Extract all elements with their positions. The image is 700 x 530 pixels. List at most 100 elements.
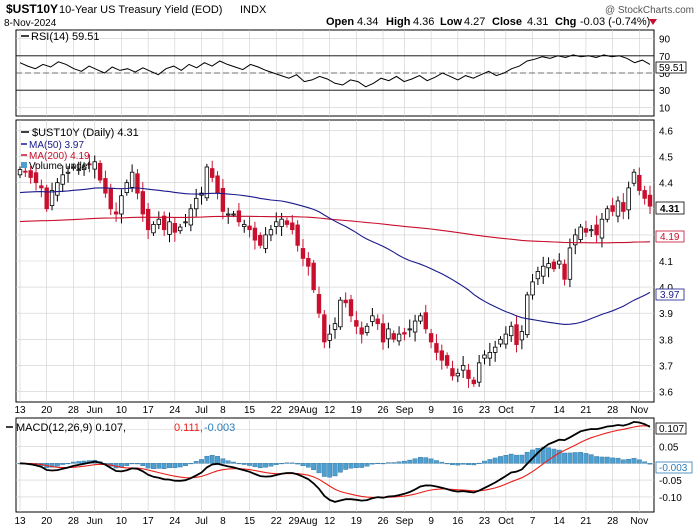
macd-histogram-bar — [241, 463, 247, 465]
candle-body — [567, 247, 573, 280]
hist-last-tag-box — [655, 461, 693, 474]
macd-histogram-bar — [124, 463, 130, 466]
macd-histogram-bar — [594, 456, 600, 464]
macd-last-tag: 0.107 — [655, 422, 687, 435]
price-x-tick-label: 29Aug — [289, 405, 318, 416]
candle-body — [546, 263, 551, 269]
price-y-tick-label: 3.7 — [659, 361, 673, 372]
macd-histogram-bar — [572, 452, 578, 464]
price-y-tick-label: 4.6 — [659, 126, 673, 137]
rsi-y-tick-label: 90 — [659, 35, 671, 46]
ma50-legend-text: MA(50) 3.97 — [29, 140, 84, 151]
open-label: Open — [326, 16, 354, 28]
macd-histogram-bar — [604, 456, 610, 464]
macd-signal-line — [19, 425, 651, 498]
candle-body — [124, 182, 129, 193]
macd-histogram-bar — [412, 458, 418, 464]
macd-x-tick-label: 28 — [68, 516, 80, 527]
candle-body — [519, 331, 525, 341]
macd-histogram-bar — [466, 463, 471, 465]
chart-date: 8-Nov-2024 — [4, 18, 57, 29]
signal-legend-text: 0.111, — [174, 422, 203, 434]
candle-body — [242, 224, 247, 227]
macd-histogram-bar — [257, 463, 263, 469]
macd-x-tick-label: 23 — [479, 516, 491, 527]
close-last-tag-text: 4.31 — [660, 204, 680, 215]
candle-body — [418, 315, 423, 322]
macd-x-tick-label: Sep — [396, 516, 414, 527]
candle-body — [135, 173, 140, 194]
candle-body — [284, 220, 290, 225]
rsi-y-tick-label: 50 — [659, 69, 671, 80]
candle-body — [279, 218, 284, 227]
rsi-y-tick-label: 70 — [659, 52, 671, 63]
chg-label: Chg — [555, 16, 576, 28]
candle-body — [541, 265, 546, 277]
macd-histogram-bar — [140, 463, 146, 467]
candle-body — [129, 171, 135, 188]
price-x-tick-label: 23 — [479, 405, 491, 416]
macd-histogram-bar — [209, 455, 215, 464]
ma50-line — [19, 187, 651, 325]
macd-histogram-bar — [337, 463, 343, 473]
price-x-tick-label: Jun — [87, 405, 103, 416]
macd-histogram-bar — [385, 462, 391, 464]
macd-histogram-bar — [492, 457, 498, 464]
macd-x-tick-label: Jun — [87, 516, 103, 527]
macd-histogram-bar — [508, 453, 514, 464]
candle-body — [17, 169, 23, 176]
macd-histogram-bar — [332, 463, 338, 477]
macd-histogram-bar — [620, 459, 626, 464]
candle-body — [503, 333, 509, 345]
macd-histogram-bar — [434, 460, 439, 464]
price-y-tick-label: 4.5 — [659, 153, 673, 164]
price-legend-text: $UST10Y (Daily) 4.31 — [32, 127, 139, 139]
macd-histogram-bar — [199, 459, 204, 464]
candle-body — [482, 354, 487, 359]
exchange-label: INDX — [240, 4, 267, 16]
candle-body — [71, 166, 76, 169]
macd-histogram-bar — [161, 463, 167, 469]
macd-histogram-bar — [428, 458, 434, 464]
candle-body — [530, 281, 535, 296]
macd-histogram-bar — [60, 463, 66, 465]
macd-histogram-bar — [183, 463, 188, 466]
macd-last-tag-box — [655, 422, 687, 435]
candle-body — [455, 372, 460, 377]
macd-histogram-bar — [636, 459, 642, 464]
price-x-tick-label: 28 — [68, 405, 80, 416]
candle-body — [444, 355, 450, 366]
price-x-tick-label: 21 — [580, 405, 592, 416]
candle-body — [594, 224, 599, 236]
price-x-tick-label: 12 — [324, 405, 336, 416]
ma50-last-tag-text: 3.97 — [660, 290, 680, 301]
candle-body — [161, 215, 167, 231]
candle-body — [375, 318, 380, 325]
low-value: 4.27 — [464, 16, 485, 28]
candle-body — [498, 338, 503, 345]
macd-histogram-bar — [305, 463, 311, 468]
candle-body — [637, 174, 642, 191]
macd-histogram-bar — [193, 461, 199, 464]
ma200-legend-text: MA(200) 4.19 — [29, 151, 90, 162]
macd-histogram-bar — [487, 459, 493, 464]
price-y-tick-label: 4.1 — [659, 257, 673, 268]
hist-last-tag-text: -0.003 — [659, 463, 688, 474]
macd-histogram-bar — [498, 456, 503, 464]
candle-body — [487, 351, 493, 359]
rsi-legend-text: RSI(14) 59.51 — [31, 31, 99, 43]
candle-body — [338, 299, 343, 328]
candle-body — [97, 162, 103, 181]
macd-histogram-bar — [364, 463, 370, 467]
candle-body — [140, 191, 145, 215]
candle-body — [274, 221, 279, 227]
candle-body — [39, 185, 44, 189]
macd-x-tick-label: 13 — [14, 516, 26, 527]
candle-body — [193, 197, 199, 210]
macd-x-tick-label: 8 — [220, 516, 226, 527]
candle-body — [172, 222, 178, 233]
macd-histogram-bar — [402, 460, 407, 464]
macd-histogram-bar — [514, 454, 519, 464]
macd-histogram-bar — [188, 463, 194, 465]
quote-line: Open 4.34 High 4.36 Low 4.27 Close 4.31 … — [326, 16, 657, 28]
